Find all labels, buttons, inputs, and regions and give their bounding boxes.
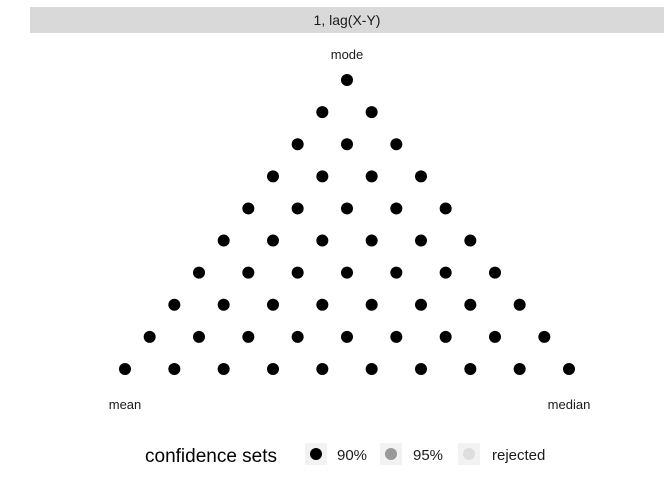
legend-swatch-90 <box>310 448 322 460</box>
point-r8-c6 <box>439 330 452 343</box>
vertex-label-top: mode <box>331 47 364 62</box>
point-r6-c4 <box>390 266 403 279</box>
point-r9-c9 <box>563 363 575 375</box>
point-r8-c1 <box>193 330 205 343</box>
point-r8-c7 <box>489 330 501 343</box>
point-r7-c4 <box>365 298 378 311</box>
legend-label-rejected: rejected <box>492 447 545 464</box>
point-r5-c1 <box>267 234 279 247</box>
point-r9-c7 <box>464 363 477 375</box>
point-r6-c5 <box>439 266 452 279</box>
legend-label-95: 95% <box>413 447 443 464</box>
point-r9-c6 <box>415 363 427 375</box>
point-r6-c3 <box>341 266 353 279</box>
point-r5-c3 <box>365 234 378 247</box>
point-r8-c4 <box>341 330 353 343</box>
point-r6-c1 <box>242 266 255 279</box>
point-r3-c2 <box>365 170 378 183</box>
point-r3-c3 <box>415 170 427 183</box>
vertex-label-right: median <box>548 397 591 412</box>
point-r3-c0 <box>267 170 279 183</box>
point-r6-c2 <box>291 266 304 279</box>
point-r8-c0 <box>143 330 156 343</box>
point-r1-c1 <box>365 106 378 119</box>
legend-swatch-rejected <box>463 448 475 460</box>
point-r5-c2 <box>316 234 329 247</box>
point-r7-c2 <box>267 298 279 311</box>
vertex-label-left: mean <box>109 397 142 412</box>
point-r7-c3 <box>316 298 329 311</box>
legend-title: confidence sets <box>145 446 277 467</box>
point-r9-c4 <box>316 363 329 375</box>
legend: confidence sets 90% 95% rejected <box>145 443 545 467</box>
point-r7-c1 <box>217 298 230 311</box>
point-r2-c2 <box>390 138 403 151</box>
point-r8-c8 <box>538 330 551 343</box>
point-r7-c7 <box>513 298 526 311</box>
point-r4-c4 <box>439 202 452 215</box>
point-r8-c5 <box>390 330 403 343</box>
point-r9-c0 <box>119 363 131 375</box>
points-layer <box>119 74 575 375</box>
point-r4-c3 <box>390 202 403 215</box>
panel-strip <box>30 7 664 33</box>
point-r8-c3 <box>291 330 304 343</box>
panel-title: 1, lag(X-Y) <box>314 12 381 28</box>
point-r9-c2 <box>217 363 230 375</box>
legend-label-90: 90% <box>337 447 367 464</box>
point-r5-c0 <box>217 234 230 247</box>
point-r9-c3 <box>267 363 279 375</box>
point-r9-c1 <box>168 363 181 375</box>
point-r7-c5 <box>415 298 427 311</box>
point-r4-c0 <box>242 202 255 215</box>
point-r4-c1 <box>291 202 304 215</box>
point-r4-c2 <box>341 202 353 215</box>
point-r9-c5 <box>365 363 378 375</box>
point-r6-c6 <box>489 266 501 279</box>
point-r2-c0 <box>291 138 304 151</box>
point-r7-c0 <box>168 298 181 311</box>
point-r0-c0 <box>341 74 353 86</box>
point-r7-c6 <box>464 298 477 311</box>
legend-swatch-95 <box>385 448 397 460</box>
point-r1-c0 <box>316 106 329 119</box>
point-r8-c2 <box>242 330 255 343</box>
point-r6-c0 <box>193 266 205 279</box>
point-r9-c8 <box>513 363 526 375</box>
point-r5-c4 <box>415 234 427 247</box>
point-r2-c1 <box>341 138 353 151</box>
point-r5-c5 <box>464 234 477 247</box>
point-r3-c1 <box>316 170 329 183</box>
